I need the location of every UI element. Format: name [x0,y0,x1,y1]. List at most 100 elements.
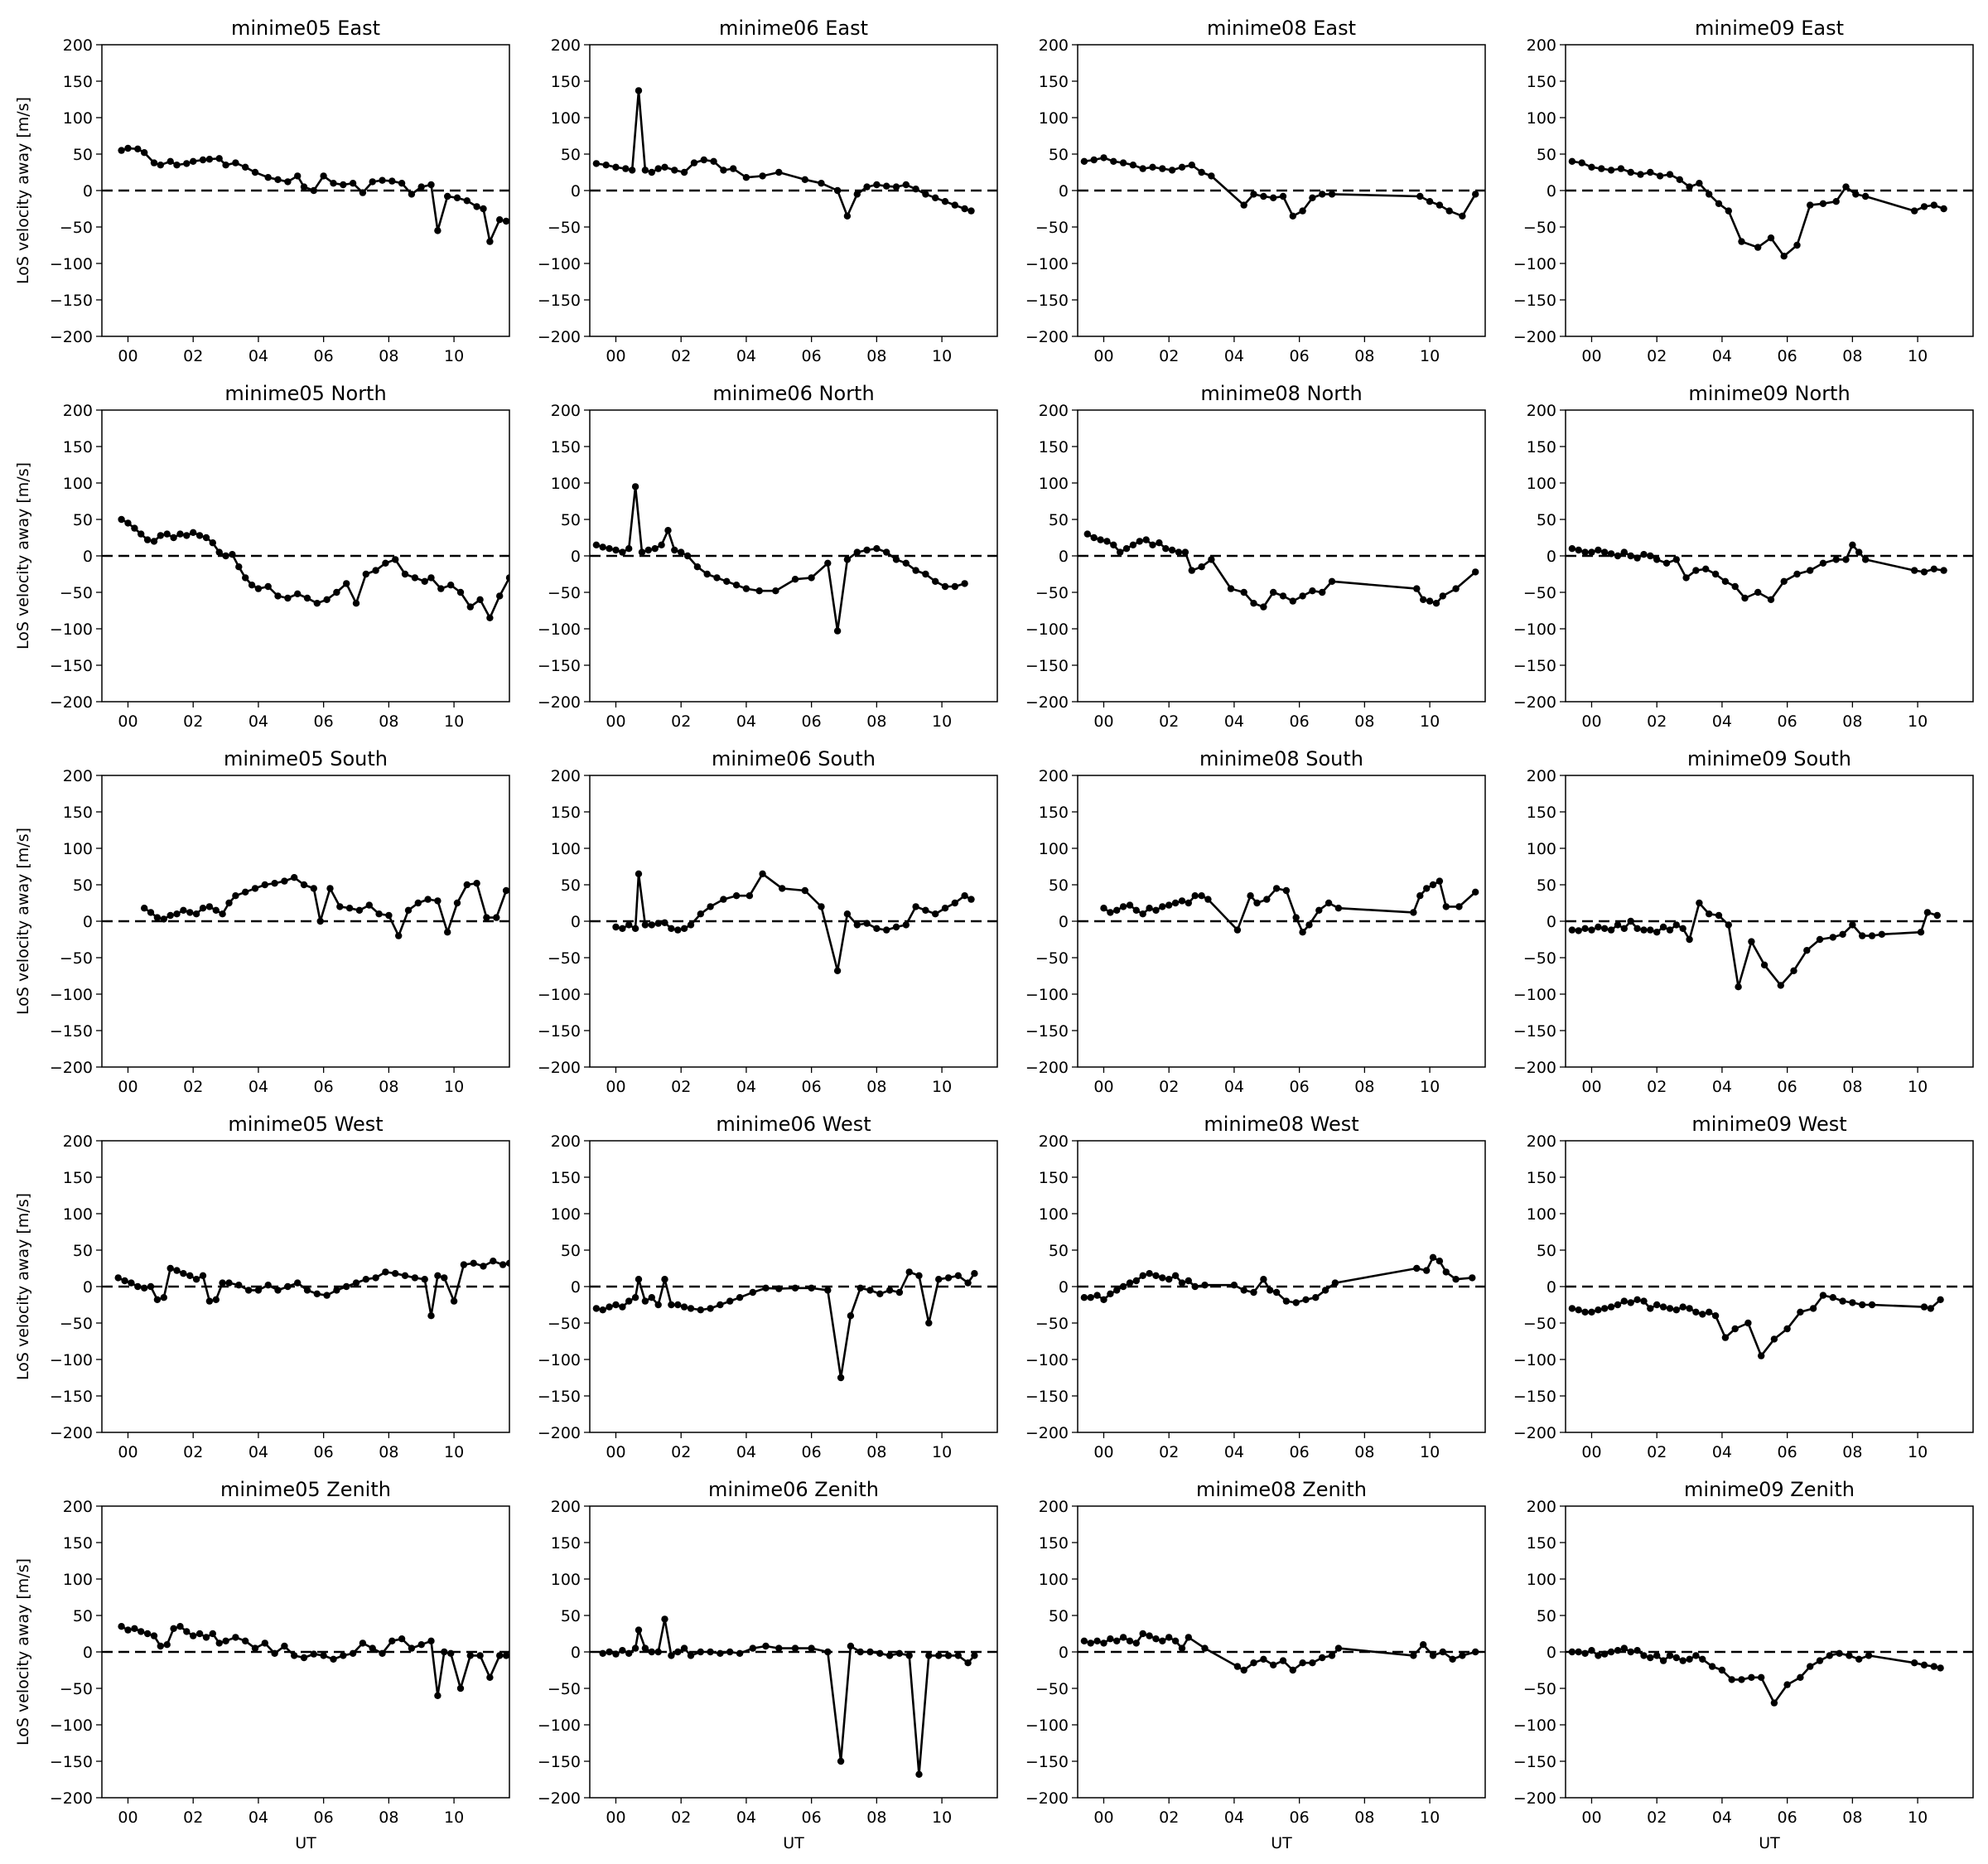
x-tick-label: 00 [1581,347,1601,365]
data-point [326,885,334,892]
data-point [674,926,682,934]
data-point [1312,1294,1320,1301]
data-point [1083,530,1092,538]
data-point [1607,1303,1615,1311]
data-point [1607,550,1615,558]
data-point [300,183,308,191]
data-point [1113,1637,1121,1645]
x-tick-label: 00 [606,1443,625,1461]
data-point [1188,567,1196,574]
data-point [638,548,646,556]
y-tick-label: −100 [1025,986,1069,1004]
y-tick-label: −200 [538,328,581,346]
x-axis-label: UT [783,1834,804,1852]
y-tick-label: −150 [1025,1022,1069,1041]
data-point [1093,1637,1101,1645]
data-point [1807,201,1814,209]
data-point [730,165,737,172]
data-point [1666,171,1674,178]
y-tick-label: −50 [548,1315,581,1333]
data-point [141,905,148,912]
y-tick-label: 200 [63,767,93,785]
data-point [1152,1272,1160,1280]
data-point [922,191,929,198]
x-tick-label: 10 [444,1443,464,1461]
data-point [1741,594,1749,602]
y-tick-label: −150 [538,1022,581,1041]
data-point [1933,911,1941,920]
data-point [466,603,474,611]
data-point [941,905,949,912]
y-tick-label: −100 [1513,1351,1556,1369]
data-point [1627,168,1634,176]
data-point [1696,180,1703,187]
data-point [697,1648,704,1656]
y-tick-label: 100 [551,109,581,128]
y-tick-label: 50 [1049,146,1069,164]
y-tick-label: 150 [63,438,93,456]
data-point [619,925,626,933]
data-point [932,910,939,918]
axes-frame [1077,409,1486,703]
data-point [192,910,200,918]
data-point [658,541,665,548]
data-point [1568,545,1576,553]
data-point [251,168,259,176]
data-point [274,176,282,183]
data-point [1937,1296,1944,1304]
data-point [470,1259,477,1268]
data-point [1423,885,1431,892]
x-tick-label: 04 [1712,347,1732,365]
data-point [1093,1292,1101,1299]
series-line [596,89,972,218]
data-point [1653,1652,1661,1659]
data-point [1868,932,1876,939]
data-point [866,1287,874,1294]
x-tick-label: 00 [1093,712,1113,731]
x-tick-label: 08 [379,1808,398,1827]
data-point [726,1648,734,1656]
data-point [316,917,324,925]
data-point [385,911,393,920]
data-point [713,574,721,582]
data-point [1588,926,1595,934]
data-point [625,1649,633,1658]
x-tick-label: 10 [1908,1808,1928,1827]
data-point [1633,1647,1641,1654]
y-tick-label: 100 [551,840,581,858]
data-point [251,885,259,892]
data-point [131,1625,138,1633]
axes-frame [1565,409,1974,703]
series-group [118,515,509,621]
panel-title: minime08 West [1204,1113,1358,1136]
data-point [1793,570,1801,578]
x-tick-label: 06 [802,1443,822,1461]
x-tick-label: 02 [183,712,203,731]
data-point [173,910,181,918]
x-tick-label: 02 [671,1808,691,1827]
x-tick-label: 06 [1290,347,1310,365]
data-point [687,1652,695,1659]
data-point [379,1649,386,1658]
y-tick-label: 0 [83,913,93,931]
data-point [1819,200,1827,207]
data-point [1575,1648,1582,1656]
y-tick-label: 50 [73,146,93,164]
data-point [1647,552,1654,560]
y-tick-label: 150 [1527,1534,1556,1553]
data-point [1832,556,1840,563]
data-point [1659,1303,1667,1311]
series-line [1571,160,1945,258]
data-point [1110,541,1117,548]
data-point [186,909,194,916]
panel-title: minime09 West [1691,1113,1846,1136]
data-point [281,877,288,885]
data-point [1410,1652,1417,1659]
data-point [951,899,959,907]
data-point [1692,1652,1700,1659]
x-tick-label: 06 [314,1443,334,1461]
data-point [1289,212,1297,220]
data-point [755,587,763,595]
data-point [320,1652,327,1659]
